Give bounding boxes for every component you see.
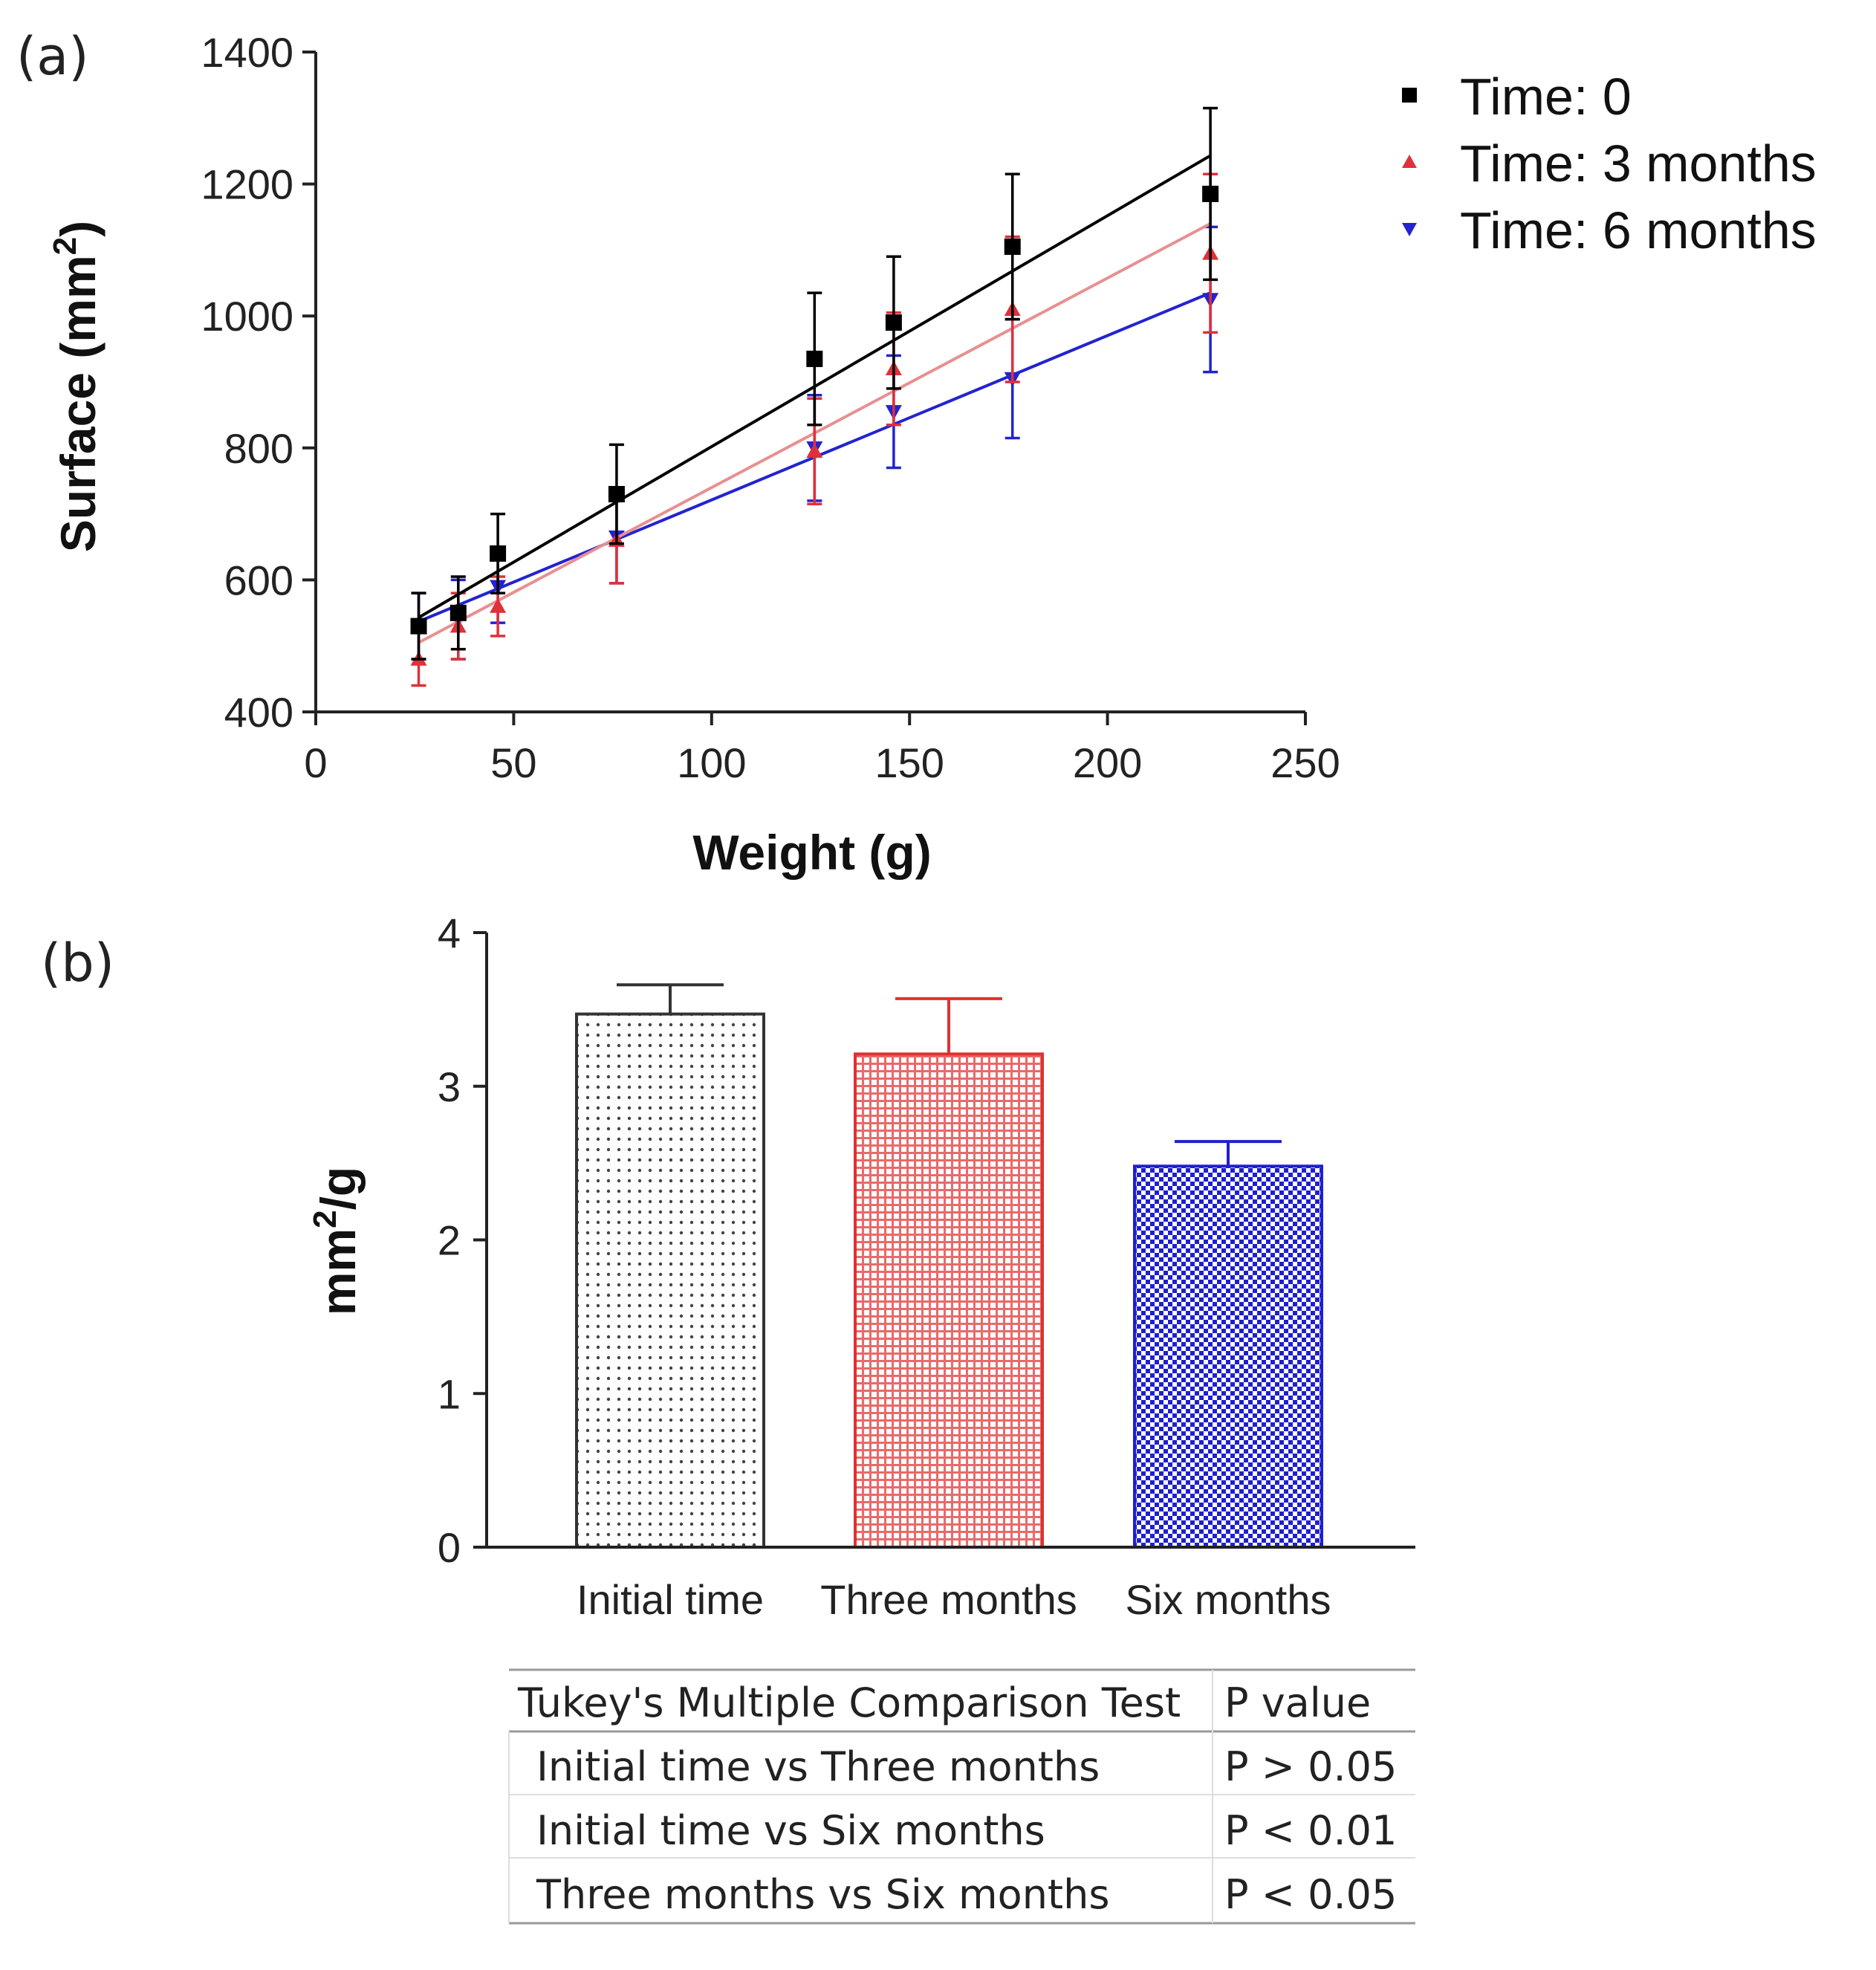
- legend-marker-series-0: [1402, 88, 1417, 103]
- series-0-point: [885, 314, 902, 331]
- panel-a-y-axis-title: Surface (mm2): [47, 221, 106, 552]
- bar-0: [575, 1012, 765, 1549]
- panel-a-y-tick-label: 400: [224, 689, 293, 736]
- panel-a-legend: Time: 0 Time: 3 months Time: 6 months: [1402, 68, 1817, 259]
- panel-b-bar-chart: Initial time Three months Six months01234 …: [307, 910, 1415, 1623]
- panel-a-x-tick-label: 150: [874, 739, 944, 786]
- panel-b-category-label: Six months: [1126, 1576, 1331, 1623]
- panel-a-y-tick-label: 1200: [201, 161, 293, 208]
- legend-label-series-0: Time: 0: [1460, 68, 1632, 126]
- legend-label-series-2: Time: 6 months: [1460, 201, 1817, 259]
- series-1-point: [806, 443, 823, 459]
- panel-a-scatter-chart: 0 50 100 150 200 250 400 600 800 1000 1200 1400 Wei…: [47, 29, 1817, 880]
- table-row-pvalue: P < 0.01: [1224, 1807, 1397, 1854]
- bar-1: [854, 1052, 1044, 1549]
- panel-a-x-tick-label: 200: [1073, 739, 1142, 786]
- table-header-comparison: Tukey's Multiple Comparison Test: [517, 1679, 1181, 1726]
- table-row-comparison: Initial time vs Six months: [536, 1807, 1045, 1854]
- panel-b-y-tick-label: 4: [438, 910, 461, 956]
- legend-marker-series-1: [1402, 155, 1417, 168]
- panel-b-y-tick-label: 0: [438, 1524, 461, 1571]
- panel-a-x-tick-label: 250: [1270, 739, 1340, 786]
- table-row-comparison: Initial time vs Three months: [536, 1743, 1100, 1790]
- panel-b-category-label: Initial time: [577, 1576, 764, 1623]
- series-1-point: [490, 597, 507, 613]
- panel-a-y-tick-label: 1000: [201, 293, 293, 340]
- table-header-pvalue: P value: [1224, 1679, 1371, 1726]
- panel-b-y-axis-title: mm2/g: [307, 1167, 366, 1316]
- table-row-comparison: Three months vs Six months: [536, 1871, 1109, 1918]
- series-1-group: [410, 172, 1219, 687]
- tukey-comparison-table: Tukey's Multiple Comparison Test P value…: [508, 1668, 1415, 1925]
- series-0-point: [490, 545, 507, 562]
- series-0-point: [608, 485, 625, 502]
- panel-a-x-tick-label: 0: [304, 739, 327, 786]
- panel-a-x-tick-label: 100: [677, 739, 746, 786]
- panel-b-bars: [575, 983, 1323, 1549]
- series-0-point: [449, 604, 467, 621]
- panel-a-data: [410, 106, 1219, 687]
- panel-b-y-tick-label: 1: [438, 1370, 461, 1417]
- panel-a-label: (a): [16, 26, 89, 87]
- panel-b-tick-labels: Initial time Three months Six months 0 1 2 3 4: [438, 910, 1331, 1623]
- panel-a-axes: [302, 51, 1307, 725]
- panel-a-y-tick-label: 800: [224, 425, 293, 472]
- panel-a-x-tick-label: 50: [490, 739, 536, 786]
- panel-a-y-tick-label: 600: [224, 557, 293, 603]
- legend-marker-series-2: [1402, 223, 1417, 236]
- series-0-group: [410, 106, 1219, 661]
- panel-a-tick-labels: 0 50 100 150 200 250 400 600 800 1000 1200 1400: [201, 29, 1340, 786]
- panel-a-x-axis-title: Weight (g): [692, 825, 931, 880]
- panel-a-y-tick-label: 1400: [201, 29, 293, 76]
- table-row-pvalue: P < 0.05: [1224, 1871, 1397, 1918]
- series-0-point: [1202, 185, 1219, 202]
- series-0-point: [806, 350, 823, 367]
- panel-b-y-tick-label: 3: [438, 1063, 461, 1110]
- panel-b-category-label: Three months: [820, 1576, 1077, 1623]
- panel-b-label: (b): [41, 933, 114, 994]
- legend-label-series-1: Time: 3 months: [1460, 135, 1817, 192]
- panel-b-axes: [473, 931, 1415, 1549]
- panel-b-y-tick-label: 2: [438, 1217, 461, 1264]
- series-0-point: [1004, 238, 1021, 255]
- bar-2: [1133, 1164, 1323, 1549]
- table-row-pvalue: P > 0.05: [1224, 1743, 1397, 1790]
- series-0-point: [410, 618, 427, 635]
